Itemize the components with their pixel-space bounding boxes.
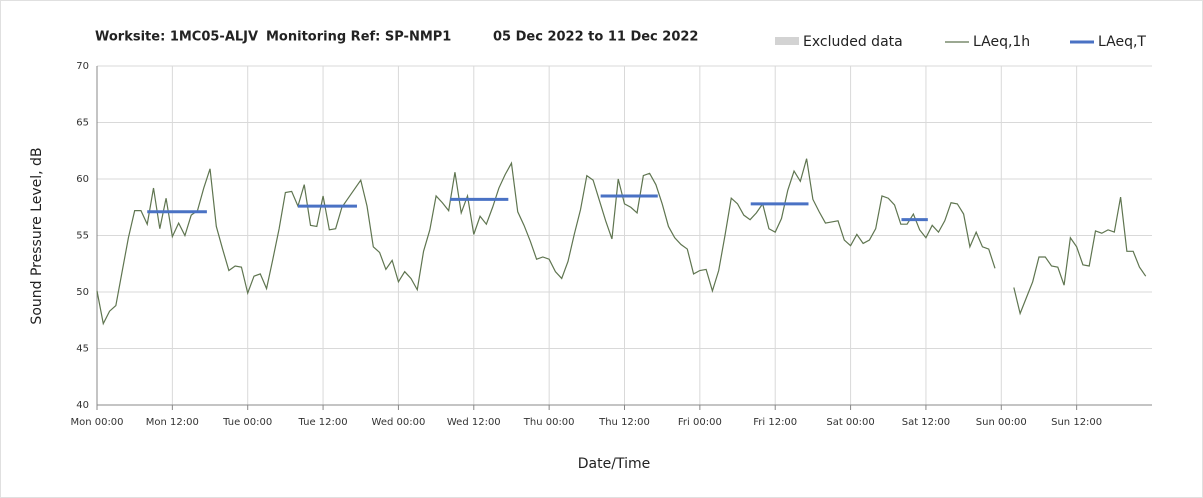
x-tick-label: Thu 12:00 [598,417,650,428]
y-tick-label: 50 [76,287,89,298]
line-series [96,158,1147,326]
x-tick-label: Fri 00:00 [678,417,722,428]
title-dates: 05 Dec 2022 to 11 Dec 2022 [493,30,698,45]
x-tick-label: Wed 00:00 [372,417,426,428]
x-tick-label: Tue 12:00 [298,417,348,428]
x-tick-label: Sun 12:00 [1051,417,1102,428]
legend-label: Excluded data [803,34,903,50]
x-tick-label: Sat 12:00 [902,417,950,428]
x-tick-label: Mon 12:00 [146,417,199,428]
x-tick-label: Sat 00:00 [826,417,874,428]
y-tick-label: 40 [76,400,89,411]
x-tick-label: Fri 12:00 [753,417,797,428]
title-ref: Monitoring Ref: SP-NMP1 [266,30,451,45]
x-tick-label: Tue 00:00 [222,417,272,428]
x-tick-label: Mon 00:00 [70,417,123,428]
y-tick-label: 60 [76,174,89,185]
x-tick-label: Sun 00:00 [976,417,1027,428]
y-axis-label: Sound Pressure Level, dB [29,147,45,324]
y-tick-label: 45 [76,344,89,355]
x-axis-label: Date/Time [578,456,650,472]
y-tick-label: 70 [76,61,89,72]
x-tick-label: Wed 12:00 [447,417,501,428]
legend-label: LAeq,1h [973,34,1030,50]
legend-swatch [775,37,799,45]
title-worksite: Worksite: 1MC05-ALJV [95,30,258,45]
y-tick-label: 55 [76,231,89,242]
legend-label: LAeq,T [1098,34,1146,50]
x-tick-label: Thu 00:00 [523,417,575,428]
y-tick-label: 65 [76,118,89,129]
